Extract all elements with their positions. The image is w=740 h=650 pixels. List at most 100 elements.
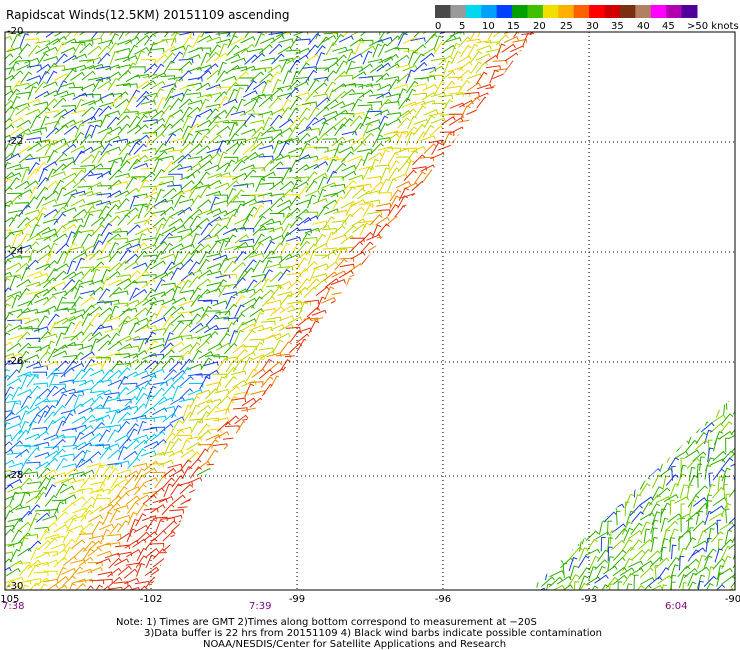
wind-barb [558,395,573,405]
wind-barb [269,161,284,172]
wind-barb [712,497,728,507]
wind-barb [324,62,339,72]
wind-barb [475,155,491,161]
scale-label: 0 [435,21,442,32]
wind-barb [168,109,184,118]
wind-barb [168,243,184,252]
wind-barb [350,237,365,243]
wind-barb [347,568,363,577]
wind-barb [205,314,219,326]
wind-barb [518,431,534,439]
wind-barb [113,302,129,308]
wind-barb [501,209,517,215]
wind-barb [178,198,195,204]
wind-barb [72,208,87,219]
wind-barb [476,304,487,318]
wind-barb [295,569,311,575]
lon-label: -105 [0,594,20,605]
wind-barb [138,338,149,353]
wind-barb [80,170,94,182]
wind-barb [160,104,173,118]
wind-barb [208,222,222,235]
wind-barb [458,370,473,382]
wind-barb [225,415,239,426]
wind-barb [493,495,507,507]
wind-barb [730,575,735,588]
wind-barb [270,197,284,209]
wind-barb [6,567,21,577]
wind-barb [189,504,203,516]
wind-barb [6,378,22,387]
wind-barb [731,440,735,453]
wind-barb [533,537,545,551]
wind-barb [488,467,499,482]
wind-barb [586,494,598,508]
wind-barb [421,485,435,498]
wind-barb [557,496,572,507]
wind-barb [529,291,535,299]
wind-barb [342,457,358,468]
wind-barb [410,373,426,378]
wind-barb [447,66,464,73]
wind-barb [725,508,730,524]
wind-barb [101,313,114,327]
wind-barb [365,83,381,88]
wind-barb [639,396,655,407]
wind-barb [476,326,492,331]
wind-barb [519,111,534,116]
wind-barb [511,394,526,405]
time-label: 7:38 [2,601,25,612]
wind-barb [104,299,120,305]
wind-barb [393,517,409,523]
wind-barb [124,317,140,325]
wind-barb [60,477,76,484]
wind-barb [322,247,338,253]
wind-barb [287,414,302,424]
wind-barb [318,122,329,136]
wind-barb [278,512,291,525]
wind-barb [486,189,502,196]
wind-barb [170,375,185,387]
wind-barb [377,43,389,58]
wind-barb [53,152,68,164]
wind-barb [253,491,263,506]
wind-barb [332,400,348,406]
wind-barb [361,305,374,318]
wind-barb [357,270,373,279]
wind-barb [717,395,724,409]
wind-barb [133,143,147,155]
wind-barb [296,560,312,565]
wind-barb [163,114,175,129]
wind-barb [144,375,157,388]
wind-barb [42,46,58,54]
wind-barb [456,281,472,290]
scale-label: 45 [662,21,675,32]
wind-barb [206,550,223,556]
wind-barb [422,414,438,422]
wind-barb [312,220,328,226]
wind-barb [269,153,284,164]
wind-barb [323,452,339,461]
wind-barb [386,576,402,583]
wind-barb [660,455,669,471]
wind-barb [474,497,490,503]
wind-barb [545,545,553,560]
wind-barb [129,287,140,301]
wind-barb [275,542,291,551]
wind-barb [579,395,586,399]
wind-barb [5,421,11,436]
wind-barb [464,543,480,548]
wind-barb [8,462,24,468]
wind-barb [685,411,699,423]
wind-barb [429,578,445,585]
wind-barb [403,32,419,35]
wind-barb [71,64,87,70]
wind-barb [5,415,21,422]
wind-barb [422,371,437,381]
wind-barb [153,198,168,208]
wind-barb [473,280,489,286]
wind-barb [50,535,66,541]
wind-barb [633,437,642,452]
wind-barb [72,252,88,261]
